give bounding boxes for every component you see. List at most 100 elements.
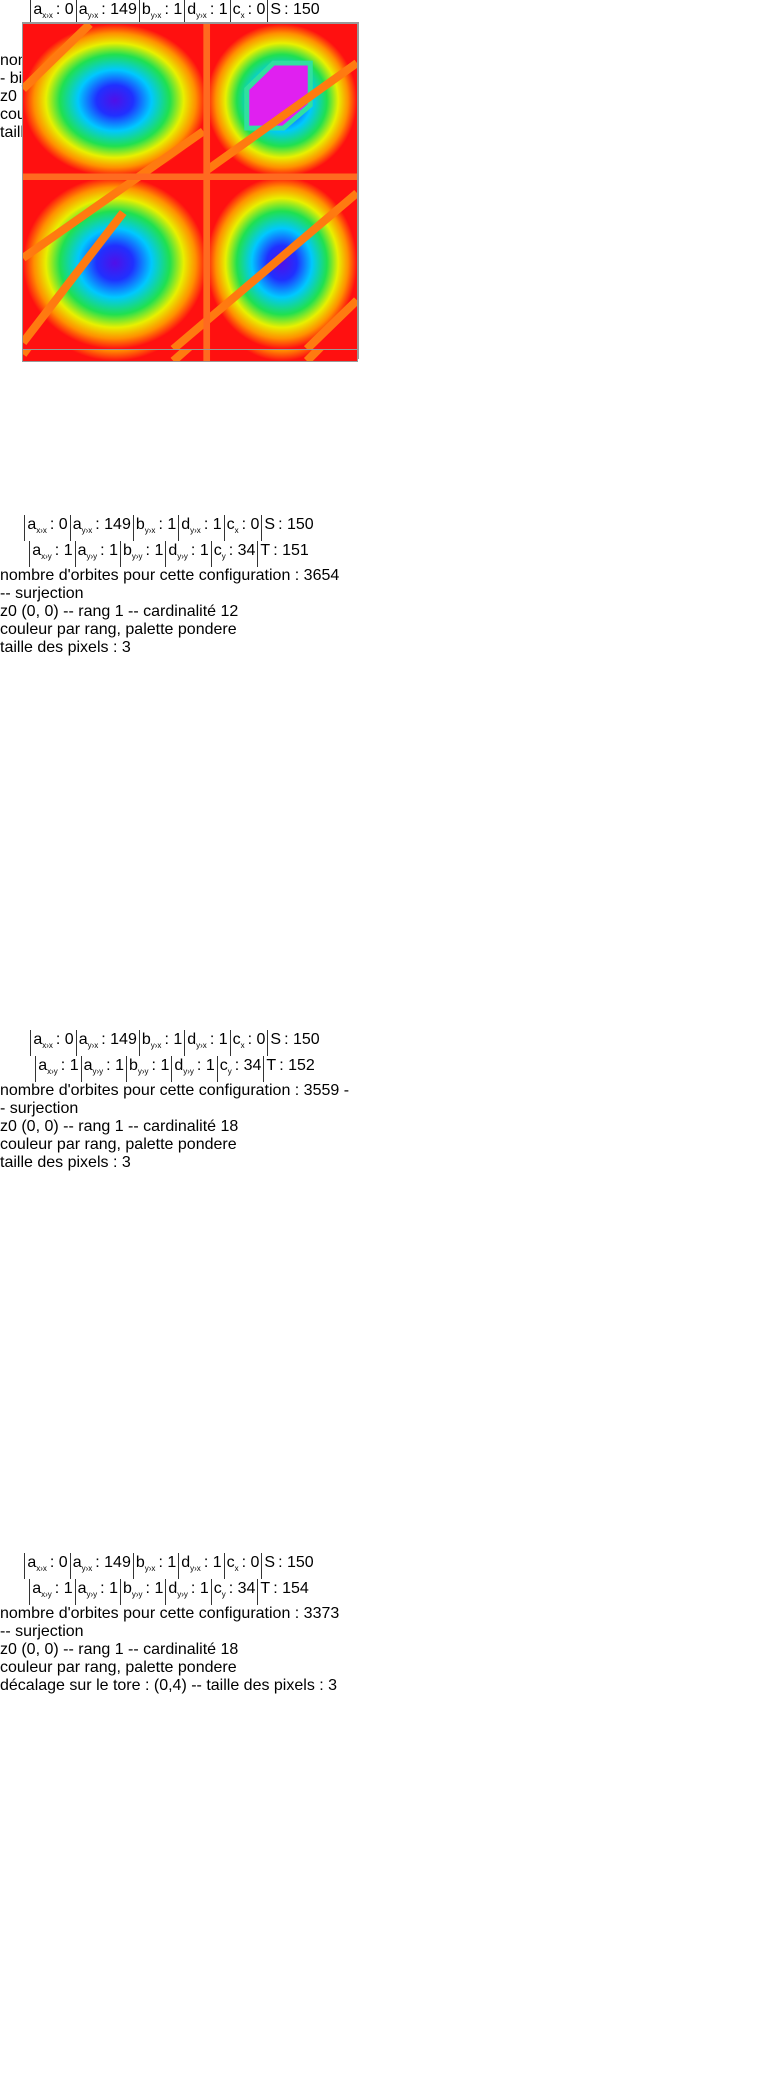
param-var: b — [141, 1, 151, 18]
diagonal-band — [303, 297, 357, 349]
param-var: a — [38, 1057, 48, 1075]
param-cell: by›x: 1 — [138, 1030, 184, 1057]
param-value: : 150 — [284, 1031, 320, 1048]
param-cell: T: 152 — [263, 1056, 316, 1083]
diagonal-band — [204, 59, 357, 174]
param-var: d — [168, 542, 178, 560]
param-cell: by›x: 1 — [132, 515, 178, 542]
param-cell: ax›y: 1 — [35, 1056, 80, 1083]
pattern-image — [22, 23, 358, 350]
param-value: : 154 — [273, 1580, 309, 1598]
param-sub: y — [221, 552, 226, 562]
param-value: : 0 — [241, 1554, 260, 1571]
param-cell: dy›y: 1 — [165, 541, 210, 568]
param-value: : 1 — [158, 516, 177, 533]
param-var: a — [83, 1057, 93, 1075]
info-line: taille des pixels : 3 — [0, 639, 131, 657]
param-cell: ay›y: 1 — [74, 1579, 120, 1606]
param-var: c — [232, 1031, 241, 1048]
param-var: c — [232, 1, 241, 18]
param-value: : 1 — [164, 1, 183, 18]
param-value: : 150 — [278, 516, 314, 533]
param-cell: T: 154 — [257, 1579, 310, 1606]
param-sub: x — [234, 526, 239, 536]
param-value: : 1 — [158, 1554, 177, 1571]
param-var: b — [135, 1554, 145, 1571]
param-value: : 1 — [203, 1554, 222, 1571]
param-cell: cx: 0 — [223, 1553, 262, 1580]
param-cell: dy›x: 1 — [184, 1030, 229, 1057]
param-sub: x›y — [41, 1590, 52, 1600]
param-value: : 1 — [190, 542, 209, 560]
param-row: ax›y: 1 ay›y: 1 by›y: 1 dy›y: 1 cy: 34 T: 152 — [0, 1056, 352, 1083]
param-value: : 1 — [54, 542, 73, 560]
param-value: : 1 — [203, 516, 222, 533]
param-cell: by›x: 1 — [132, 1553, 178, 1580]
info-line: z0 (0, 0) -- rang 1 -- cardinalité 18 — [0, 1641, 239, 1659]
param-sub: x›x — [36, 1564, 47, 1574]
param-var: c — [213, 1580, 222, 1598]
param-var: a — [33, 1031, 43, 1048]
param-value: : 149 — [95, 516, 131, 533]
info-line: taille des pixels : 3 — [0, 1154, 131, 1172]
param-cell: by›x: 1 — [138, 0, 184, 27]
param-var: T — [260, 1580, 271, 1598]
info-line: couleur par rang, palette pondere — [0, 1659, 237, 1677]
param-var: b — [122, 542, 132, 560]
param-value: : 150 — [278, 1554, 314, 1571]
param-cell: ax›x: 0 — [30, 1030, 75, 1057]
param-var: b — [141, 1031, 151, 1048]
param-sub: y›x — [144, 1564, 156, 1574]
param-cell: ay›y: 1 — [74, 541, 120, 568]
param-value: : 1 — [190, 1580, 209, 1598]
region — [23, 176, 207, 349]
param-value: : 1 — [100, 1580, 118, 1598]
param-cell: ay›x: 149 — [75, 0, 139, 27]
param-var: a — [78, 1, 88, 18]
param-var: b — [135, 516, 145, 533]
param-var: d — [181, 516, 191, 533]
info-line: décalage sur le tore : (0,4) -- taille d… — [0, 1677, 338, 1695]
param-var: c — [213, 542, 222, 560]
param-row: ax›y: 1 ay›y: 1 by›y: 1 dy›y: 1 cy: 34 T: 154 — [0, 1579, 340, 1606]
param-value: : 152 — [279, 1057, 315, 1075]
param-var: T — [260, 542, 271, 560]
param-cell: cx: 0 — [223, 515, 262, 542]
param-sub: y›x — [144, 526, 156, 536]
param-value: : 149 — [101, 1, 137, 18]
param-cell: ay›x: 149 — [69, 515, 133, 542]
param-var: c — [226, 1554, 235, 1571]
param-cell: cy: 34 — [216, 1056, 264, 1083]
param-cell: S: 150 — [261, 1553, 315, 1580]
info-line: z0 (0, 0) -- rang 1 -- cardinalité 12 — [0, 603, 239, 621]
param-value: : 34 — [234, 1057, 262, 1075]
param-sub: x›x — [36, 526, 47, 536]
param-cell: ax›y: 1 — [29, 1579, 74, 1606]
param-cell: dy›x: 1 — [184, 0, 229, 27]
param-value: : 1 — [209, 1, 228, 18]
param-value: : 0 — [241, 516, 260, 533]
param-sub: x›y — [41, 552, 52, 562]
param-cell: S: 150 — [261, 515, 315, 542]
param-sub: x›y — [47, 1067, 58, 1077]
param-value: : 0 — [247, 1, 266, 18]
param-value: : 1 — [54, 1580, 73, 1598]
param-cell: by›y: 1 — [119, 541, 165, 568]
param-var: a — [33, 1, 43, 18]
param-var: b — [122, 1580, 132, 1598]
param-cell: dy›x: 1 — [178, 1553, 223, 1580]
param-cell: dy›x: 1 — [178, 515, 223, 542]
param-value: : 149 — [101, 1031, 137, 1048]
param-cell: ax›x: 0 — [30, 0, 75, 27]
param-cell: by›y: 1 — [125, 1056, 171, 1083]
param-var: a — [32, 542, 42, 560]
param-var: a — [72, 1554, 82, 1571]
param-value: : 1 — [145, 1580, 164, 1598]
param-value: : 0 — [49, 516, 68, 533]
param-var: T — [266, 1057, 277, 1075]
param-value: : 1 — [106, 1057, 124, 1075]
param-sub: y›x — [81, 1564, 93, 1574]
